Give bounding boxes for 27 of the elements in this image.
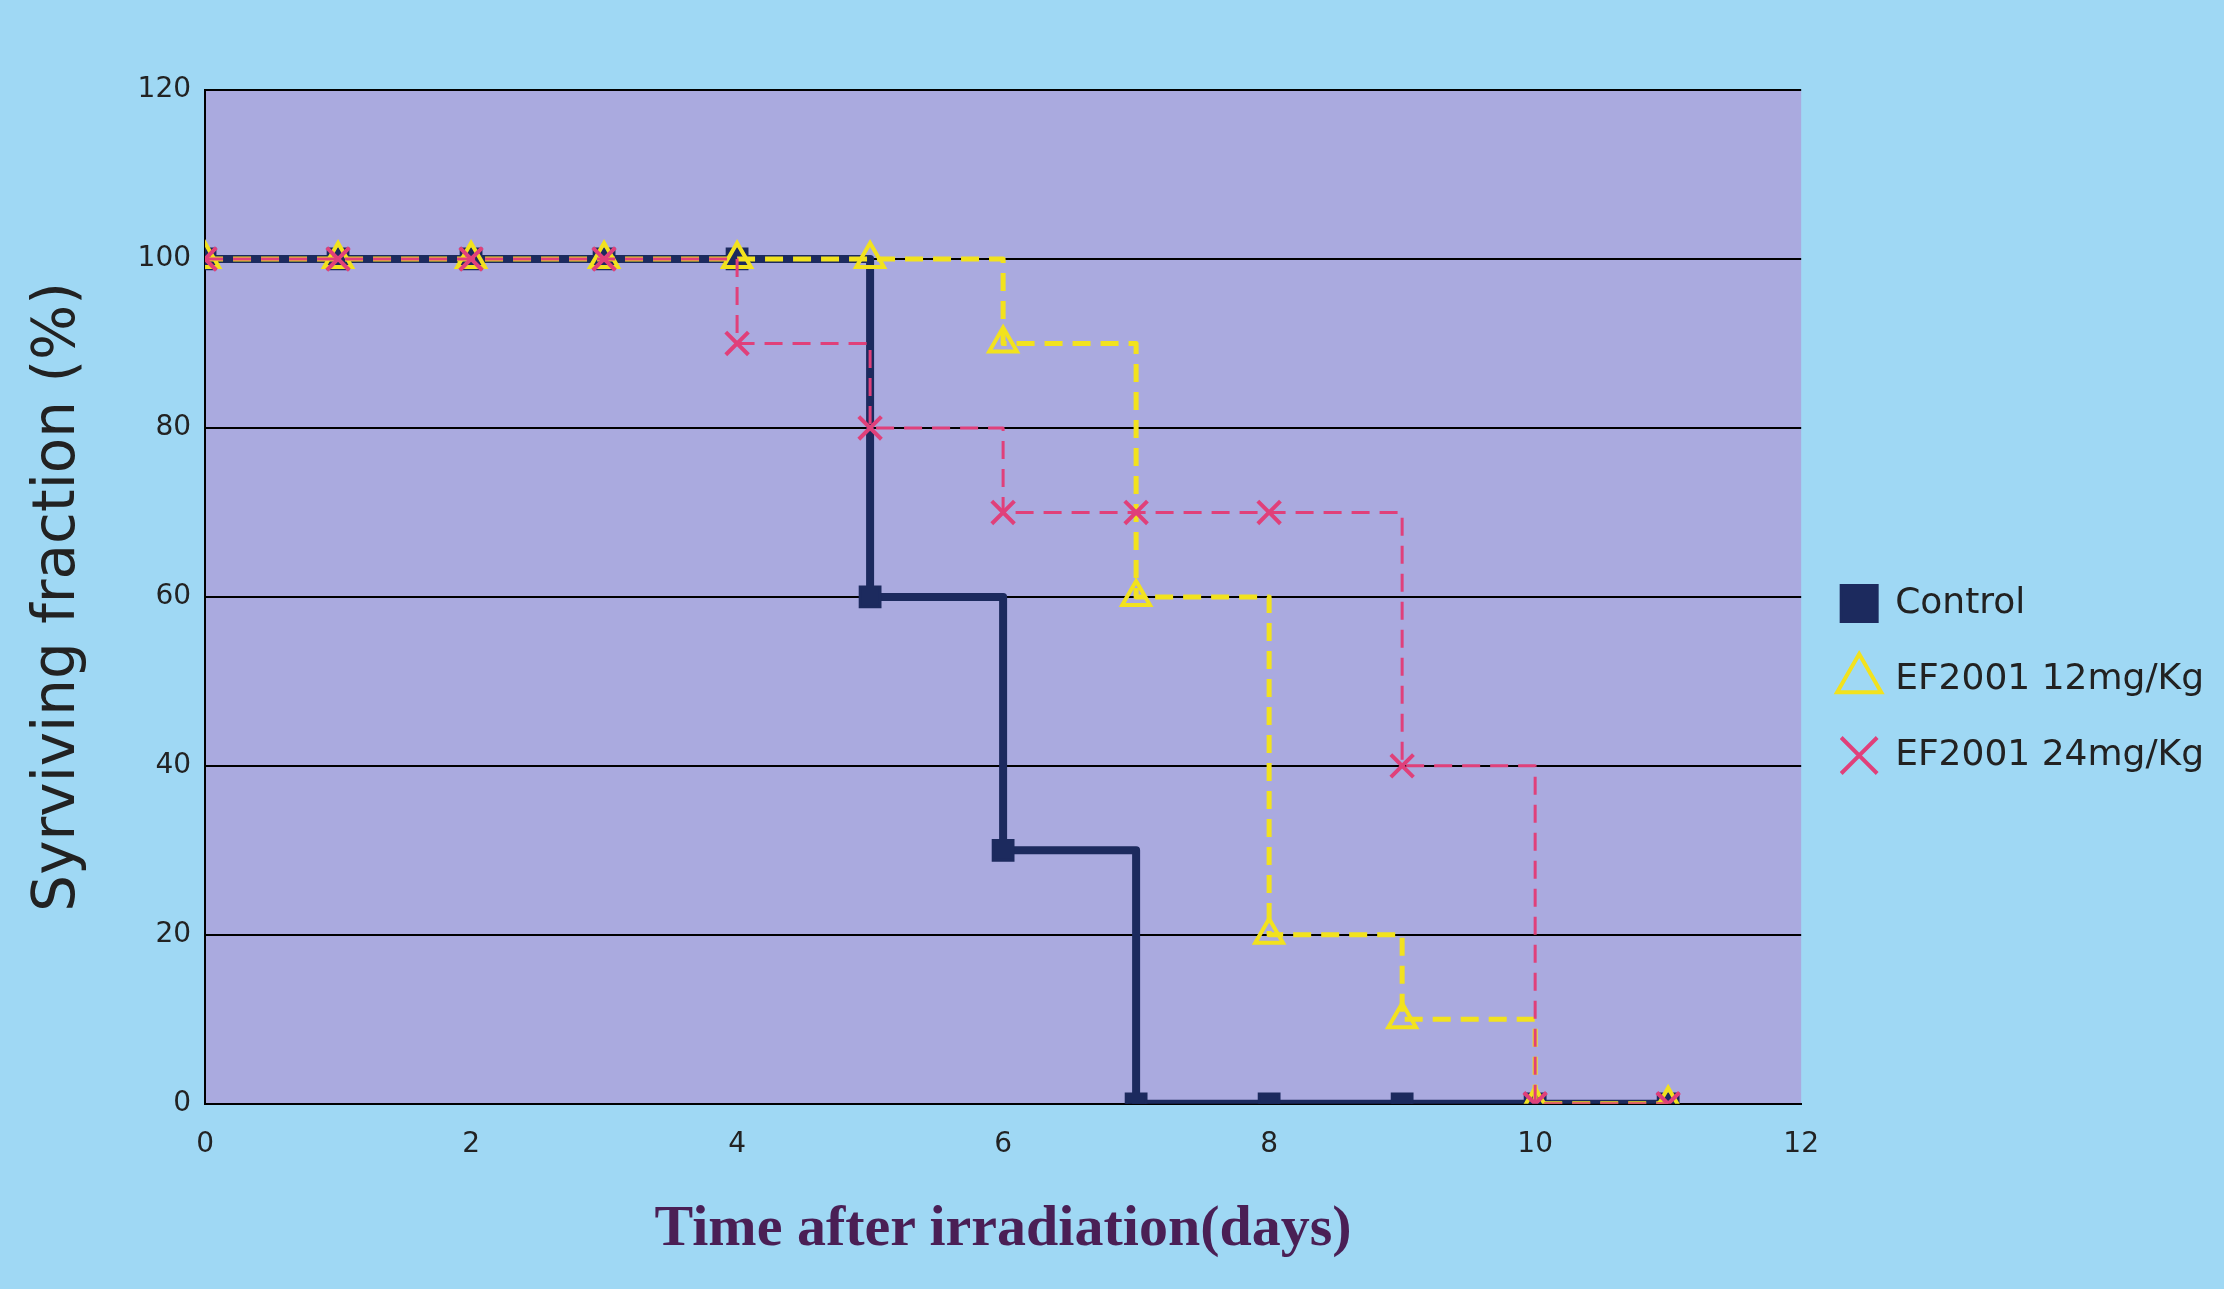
y-tick-label: 0 [173, 1085, 192, 1119]
x-tick-label: 8 [1260, 1125, 1279, 1159]
point [858, 585, 882, 609]
point [1253, 916, 1285, 945]
y-tick-label: 100 [137, 240, 192, 274]
legend-label: Control [1895, 579, 2026, 621]
x-tick-label: 12 [1783, 1125, 1819, 1159]
y-tick-label: 60 [155, 578, 192, 612]
x-tick-label: 2 [462, 1125, 480, 1159]
point [856, 414, 884, 442]
x-tick-label: 6 [994, 1125, 1013, 1159]
point [1386, 1001, 1418, 1030]
legend-label: EF2001 24mg/Kg [1895, 731, 2205, 773]
y-tick-label: 20 [155, 916, 192, 950]
x-tick-label: 10 [1517, 1125, 1553, 1159]
point [723, 330, 751, 357]
y-tick-label: 120 [137, 71, 192, 105]
y-tick-label: 80 [155, 409, 192, 443]
y-axis-title: Syrviving fraction (%) [19, 282, 88, 912]
x-tick-label: 0 [196, 1125, 214, 1159]
x-axis-title: Time after irradiation(days) [654, 1193, 1352, 1259]
point [989, 499, 1017, 526]
y-tick-label: 40 [155, 747, 192, 781]
point [1122, 499, 1150, 526]
x-tick-label: 4 [728, 1125, 746, 1159]
point [1255, 499, 1283, 526]
legend-label: EF2001 12mg/Kg [1895, 655, 2205, 697]
